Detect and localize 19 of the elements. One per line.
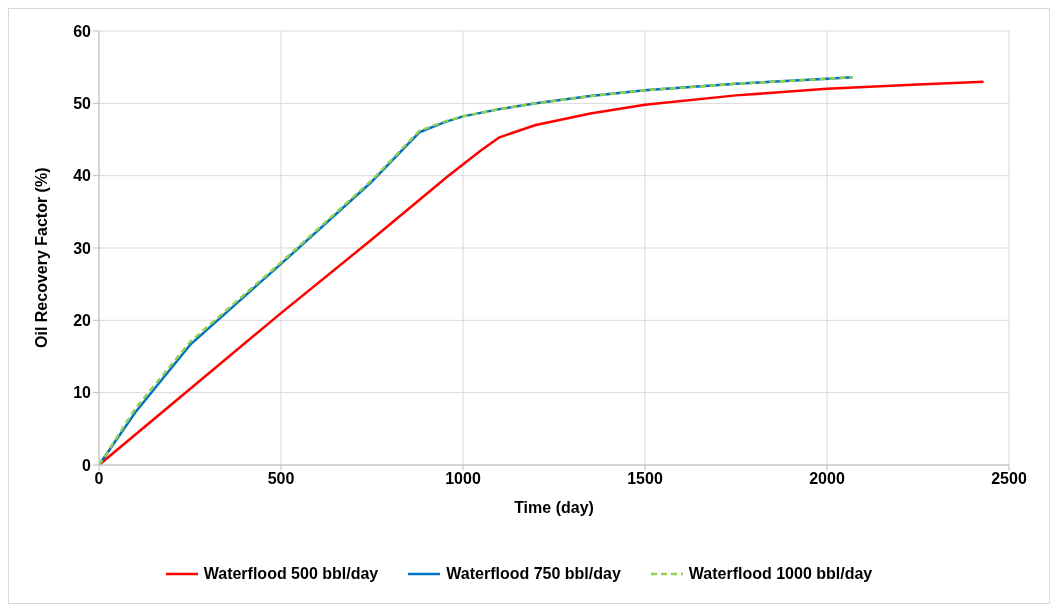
legend-label: Waterflood 1000 bbl/day xyxy=(688,565,873,583)
y-tick-label: 40 xyxy=(73,167,92,185)
y-tick-label: 50 xyxy=(73,95,92,113)
x-tick-label: 2500 xyxy=(991,470,1027,488)
x-axis-title: Time (day) xyxy=(514,499,594,516)
y-tick-label: 60 xyxy=(73,22,92,40)
legend-label: Waterflood 750 bbl/day xyxy=(446,565,621,583)
y-tick-label: 0 xyxy=(82,456,92,474)
x-tick-label: 2000 xyxy=(809,470,845,488)
y-tick-label: 10 xyxy=(73,384,92,402)
y-tick-label: 30 xyxy=(73,239,92,257)
x-tick-label: 1000 xyxy=(445,470,481,488)
line-series xyxy=(99,80,985,465)
legend-label: Waterflood 500 bbl/day xyxy=(203,565,379,583)
x-tick-label: 0 xyxy=(94,470,104,488)
y-axis-title: Oil Recovery Factor (%) xyxy=(32,167,50,348)
x-tick-label: 1500 xyxy=(627,470,663,488)
x-tick-label: 500 xyxy=(267,470,295,488)
y-tick-label: 20 xyxy=(73,312,92,330)
